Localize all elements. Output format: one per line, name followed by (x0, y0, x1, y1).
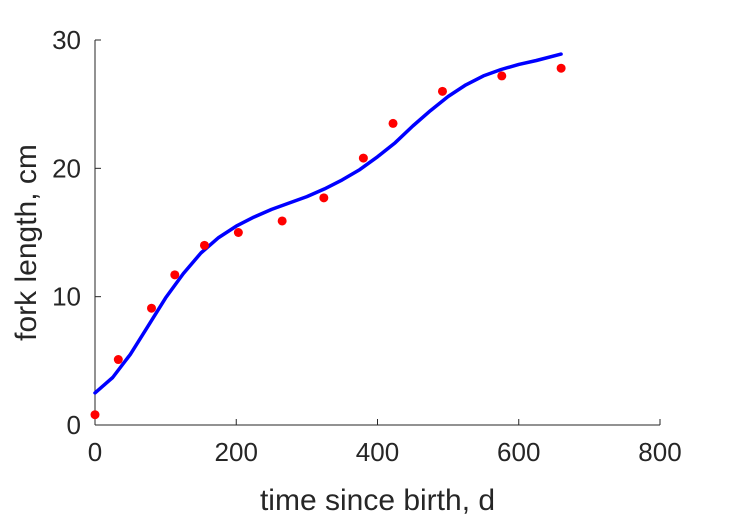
data-point (388, 118, 398, 128)
data-point (199, 240, 209, 250)
x-tick-label: 200 (215, 437, 258, 467)
data-point (497, 71, 507, 81)
data-point (358, 153, 368, 163)
x-tick-label: 800 (638, 437, 681, 467)
x-tick-label: 0 (88, 437, 102, 467)
data-point (90, 410, 100, 420)
data-point (437, 86, 447, 96)
y-tick-label: 30 (52, 25, 81, 55)
data-point (319, 193, 329, 203)
axes (94, 40, 660, 426)
y-tick-label: 0 (67, 410, 81, 440)
x-ticks: 0 200 400 600 800 (88, 419, 682, 467)
data-point (556, 63, 566, 73)
series-layer (90, 52, 566, 420)
y-tick-label: 20 (52, 153, 81, 183)
data-point (233, 228, 243, 237)
y-axis-label: fork length, cm (10, 144, 43, 341)
x-tick-label: 600 (497, 437, 540, 467)
x-axis-label: time since birth, d (260, 484, 495, 517)
data-point (277, 216, 287, 226)
x-tick-label: 400 (356, 437, 399, 467)
data-point (147, 303, 156, 313)
data-point (170, 270, 180, 280)
fit-curve-line (93, 52, 563, 395)
y-tick-label: 10 (52, 282, 81, 312)
data-point (113, 355, 123, 365)
y-ticks: 0 10 20 30 (52, 25, 101, 440)
